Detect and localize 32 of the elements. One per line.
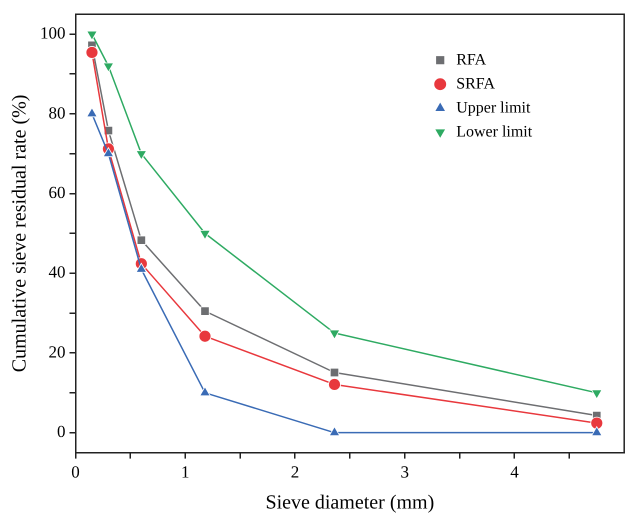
y-tick-label: 80 [48, 103, 66, 122]
point [200, 306, 210, 316]
legend-label: Upper limit [456, 99, 531, 116]
y-tick-label: 40 [48, 262, 66, 282]
x-tick-label: 3 [400, 462, 409, 482]
point [136, 150, 147, 160]
x-tick-label: 0 [71, 462, 80, 482]
x-axis-title: Sieve diameter (mm) [265, 491, 434, 514]
y-axis-title: Cumulative sieve residual rate (%) [8, 94, 30, 372]
point [328, 330, 340, 340]
point [591, 389, 602, 400]
point [591, 426, 602, 436]
legend-label: SRFA [456, 75, 496, 92]
point [328, 426, 340, 436]
point [102, 62, 114, 72]
point [199, 230, 211, 240]
point [328, 378, 341, 391]
point [330, 368, 340, 378]
y-tick-label: 0 [57, 422, 66, 442]
legend-label: Lower limit [456, 123, 533, 140]
legend-label: RFA [456, 51, 487, 68]
x-tick-label: 2 [290, 462, 300, 482]
point [198, 330, 212, 343]
y-tick-label: 20 [48, 342, 66, 362]
point [86, 30, 98, 41]
y-tick-label: 100 [40, 24, 66, 43]
point [136, 236, 146, 245]
x-tick-label: 4 [510, 462, 520, 482]
point [86, 46, 98, 59]
x-tick-label: 1 [180, 462, 190, 482]
y-tick-label: 60 [48, 183, 66, 202]
point [590, 416, 604, 430]
